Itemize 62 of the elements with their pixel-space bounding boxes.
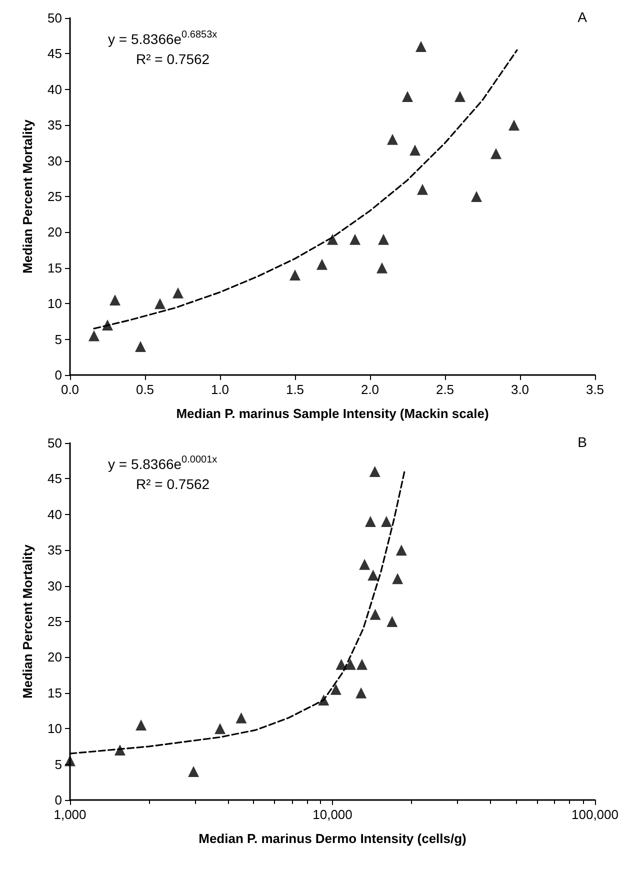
x-tick-label: 1.5 — [286, 382, 304, 397]
y-tick-label: 30 — [48, 153, 62, 168]
y-tick-label: 5 — [54, 756, 62, 772]
x-tick-label: 0.0 — [60, 382, 80, 397]
point — [110, 294, 120, 306]
point — [327, 234, 338, 245]
point — [88, 330, 100, 342]
x-tick-label: 100,000 — [572, 807, 618, 822]
y-tick-label: 0 — [54, 792, 62, 808]
x-tick-label: 10,000 — [312, 807, 352, 822]
point — [378, 234, 389, 245]
point — [490, 148, 502, 160]
point — [154, 298, 166, 310]
y-tick-label: 35 — [48, 542, 62, 558]
x-tick-label: 1,000 — [54, 807, 86, 822]
y-tick-label: 25 — [48, 614, 62, 629]
point — [172, 287, 184, 298]
y-tick-label: 20 — [48, 650, 62, 665]
y-tick-label: 10 — [48, 721, 62, 736]
x-tick-label: 1.0 — [210, 382, 230, 397]
x-tick-label: 3.5 — [586, 382, 604, 397]
x-tick-label: 3.0 — [510, 382, 530, 397]
y-tick-label: 15 — [48, 685, 62, 700]
x-tick-label: 0.5 — [136, 382, 154, 397]
x-axis-title: Median P. marinus Sample Intensity (Mackin scale) — [176, 406, 489, 421]
point — [410, 144, 420, 156]
y-axis-title: Median Percent Mortality — [20, 118, 35, 274]
point — [417, 184, 428, 195]
y-tick-label: 40 — [48, 82, 62, 97]
y-tick-label: 5 — [54, 332, 62, 347]
y-tick-label: 45 — [48, 46, 62, 62]
y-tick-label: 25 — [48, 189, 62, 204]
point — [376, 262, 388, 274]
annotation: A — [578, 9, 588, 25]
point — [402, 91, 413, 102]
point — [350, 234, 360, 245]
point — [454, 91, 466, 102]
point — [135, 340, 146, 352]
annotation: B — [578, 434, 588, 450]
y-tick-label: 40 — [48, 506, 62, 522]
point — [416, 41, 426, 52]
y-tick-label: 30 — [48, 578, 62, 594]
point — [387, 134, 398, 145]
y-tick-label: 50 — [48, 10, 62, 26]
point — [102, 320, 113, 331]
x-tick-label: 2.5 — [436, 382, 454, 397]
annotation: R² = 0.7562 — [136, 476, 210, 492]
annotation: R² = 0.7562 — [136, 51, 210, 67]
point — [471, 191, 482, 202]
y-tick-label: 50 — [48, 436, 62, 450]
y-axis-title: Median Percent Mortality — [20, 544, 35, 698]
y-tick-label: 20 — [48, 224, 62, 240]
x-axis-title: Median P. marinus Dermo Intensity (cells/g) — [198, 831, 466, 846]
y-tick-label: 35 — [48, 118, 62, 133]
point — [316, 258, 328, 270]
y-tick-label: 45 — [48, 471, 62, 486]
y-tick-label: 15 — [48, 260, 62, 276]
y-tick-label: 10 — [48, 296, 62, 312]
y-tick-label: 0 — [54, 368, 62, 382]
x-tick-label: 2.0 — [360, 382, 380, 397]
point — [290, 270, 300, 281]
point — [508, 120, 520, 131]
